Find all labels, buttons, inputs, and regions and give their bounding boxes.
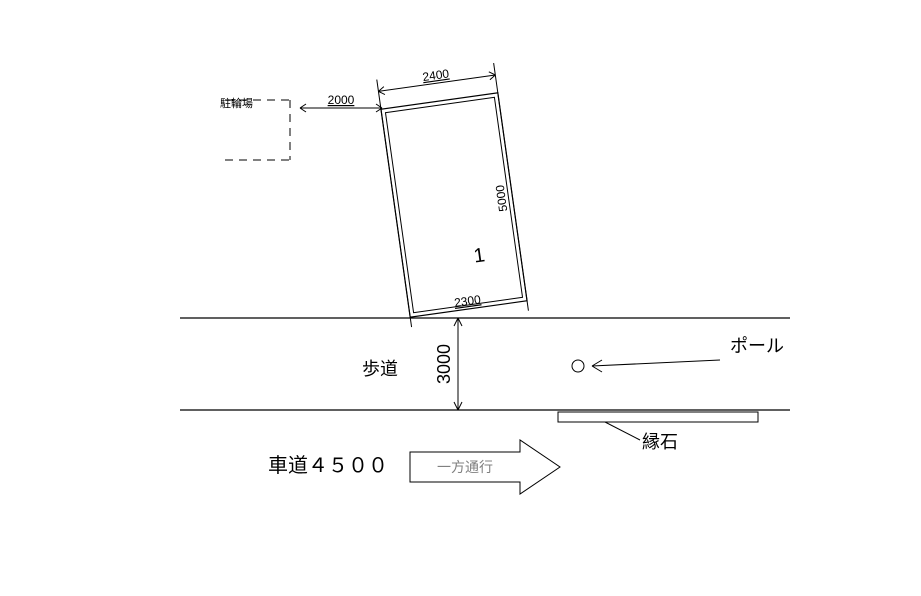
bike-parking-label: 駐輪場 (220, 96, 253, 110)
site-plan-svg: 駐輪場 2000 2400 5000 (0, 0, 921, 596)
dim-2000: 2000 (300, 93, 382, 112)
parking-slot: 2400 5000 2300 1 (376, 60, 528, 327)
road-label: 車道４５００ (268, 454, 388, 477)
curb-leader (605, 422, 640, 440)
pole-icon (572, 360, 584, 372)
dim-5000: 5000 (493, 184, 511, 213)
dim-2400: 2400 (376, 60, 495, 95)
curb-label: 縁石 (642, 432, 678, 452)
dim-3000: 3000 (434, 318, 462, 410)
oneway-arrow: 一方通行 (410, 440, 560, 494)
pole-group: ポール (572, 336, 784, 372)
dim-2000-text: 2000 (328, 93, 355, 107)
slot-number: 1 (472, 244, 486, 267)
sidewalk-label: 歩道 (362, 359, 398, 379)
pole-leader (592, 360, 720, 366)
dim-5000-text: 5000 (493, 184, 511, 213)
oneway-label: 一方通行 (437, 459, 493, 475)
curb-group: 縁石 (558, 412, 758, 452)
dim-3000-text: 3000 (434, 344, 454, 384)
pole-label: ポール (730, 336, 784, 356)
curb-rect (558, 412, 758, 422)
bike-parking-area: 駐輪場 (220, 96, 290, 160)
